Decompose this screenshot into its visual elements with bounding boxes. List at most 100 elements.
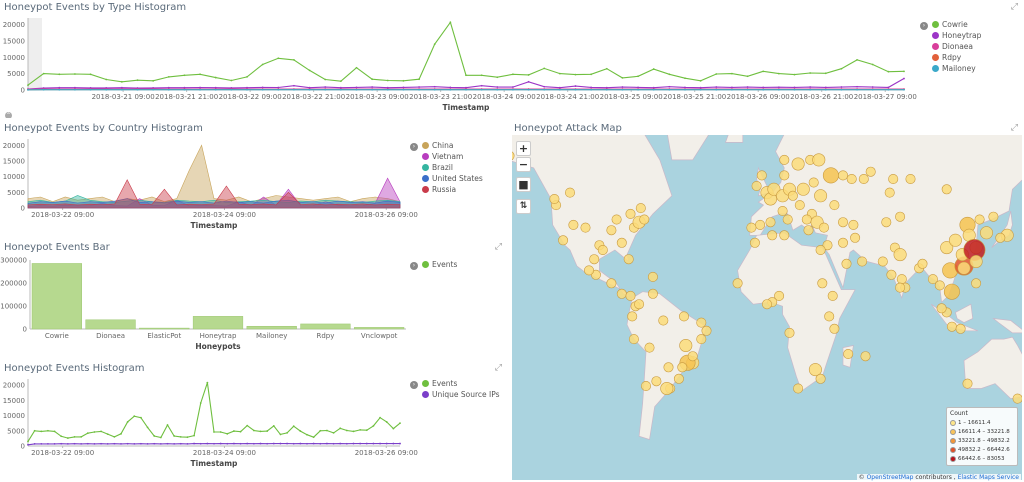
- data-point[interactable]: [392, 427, 395, 430]
- data-point[interactable]: [308, 88, 311, 91]
- data-point[interactable]: [371, 86, 374, 88]
- expand-icon[interactable]: ⤢: [1010, 123, 1018, 133]
- attack-marker[interactable]: [837, 217, 848, 228]
- data-point[interactable]: [590, 73, 593, 76]
- data-point[interactable]: [293, 88, 295, 91]
- data-point[interactable]: [93, 442, 96, 445]
- data-point[interactable]: [312, 436, 315, 439]
- data-point[interactable]: [261, 63, 264, 66]
- data-point[interactable]: [379, 442, 381, 445]
- attack-marker[interactable]: [812, 153, 826, 167]
- data-point[interactable]: [684, 88, 686, 91]
- data-point[interactable]: [399, 422, 401, 425]
- data-point[interactable]: [355, 88, 358, 91]
- data-point[interactable]: [246, 86, 248, 89]
- data-point[interactable]: [558, 86, 561, 89]
- attack-marker[interactable]: [558, 235, 569, 246]
- data-point[interactable]: [543, 85, 546, 88]
- data-point[interactable]: [219, 442, 222, 445]
- attack-marker[interactable]: [732, 278, 743, 289]
- data-point[interactable]: [379, 416, 381, 419]
- attack-marker[interactable]: [625, 290, 636, 301]
- attack-marker[interactable]: [888, 173, 899, 184]
- data-point[interactable]: [840, 67, 843, 70]
- attack-marker[interactable]: [948, 233, 962, 247]
- data-point[interactable]: [27, 84, 29, 86]
- data-point[interactable]: [299, 442, 302, 445]
- data-point[interactable]: [355, 86, 358, 89]
- data-point[interactable]: [233, 430, 235, 432]
- data-point[interactable]: [286, 442, 288, 445]
- data-point[interactable]: [246, 88, 248, 91]
- bar-dionaea[interactable]: [85, 319, 136, 330]
- data-point[interactable]: [261, 88, 264, 91]
- data-point[interactable]: [105, 88, 108, 91]
- data-point[interactable]: [359, 442, 362, 445]
- data-point[interactable]: [339, 86, 342, 89]
- data-point[interactable]: [213, 442, 215, 445]
- attack-marker[interactable]: [858, 173, 869, 184]
- attack-marker[interactable]: [824, 311, 835, 322]
- data-point[interactable]: [136, 79, 139, 82]
- attack-marker[interactable]: [756, 170, 767, 181]
- data-point[interactable]: [80, 435, 83, 438]
- attack-marker[interactable]: [580, 222, 591, 233]
- data-point[interactable]: [871, 86, 874, 88]
- data-point[interactable]: [527, 80, 530, 83]
- data-point[interactable]: [605, 86, 608, 89]
- data-point[interactable]: [292, 425, 295, 428]
- legend-item[interactable]: Events: [422, 378, 500, 389]
- data-point[interactable]: [60, 435, 63, 438]
- data-point[interactable]: [86, 442, 89, 445]
- data-point[interactable]: [206, 442, 209, 445]
- data-point[interactable]: [449, 21, 452, 24]
- data-point[interactable]: [402, 88, 405, 91]
- data-point[interactable]: [58, 73, 61, 76]
- data-point[interactable]: [355, 66, 358, 69]
- attack-marker[interactable]: [679, 311, 690, 322]
- attack-marker[interactable]: [857, 256, 868, 267]
- attack-marker[interactable]: [829, 323, 840, 334]
- data-point[interactable]: [272, 442, 275, 445]
- data-point[interactable]: [120, 442, 122, 445]
- data-point[interactable]: [89, 73, 92, 76]
- attack-marker[interactable]: [936, 303, 947, 314]
- data-point[interactable]: [100, 430, 102, 433]
- data-point[interactable]: [731, 72, 733, 75]
- data-point[interactable]: [74, 73, 76, 75]
- attack-marker[interactable]: [751, 180, 762, 191]
- data-point[interactable]: [590, 88, 593, 91]
- data-point[interactable]: [359, 428, 362, 431]
- data-point[interactable]: [684, 77, 686, 80]
- attack-marker[interactable]: [955, 323, 966, 334]
- attack-marker[interactable]: [679, 339, 693, 353]
- attack-marker[interactable]: [974, 214, 985, 225]
- data-point[interactable]: [214, 86, 217, 89]
- data-point[interactable]: [277, 57, 280, 60]
- data-point[interactable]: [86, 432, 89, 435]
- data-point[interactable]: [292, 442, 295, 445]
- data-point[interactable]: [465, 74, 467, 77]
- data-point[interactable]: [113, 442, 116, 445]
- data-point[interactable]: [386, 88, 389, 91]
- attack-marker[interactable]: [606, 278, 617, 289]
- attack-marker[interactable]: [634, 299, 645, 310]
- legend-item[interactable]: Rdpy: [932, 52, 981, 63]
- attack-marker[interactable]: [564, 187, 575, 198]
- data-point[interactable]: [183, 74, 186, 77]
- data-point[interactable]: [809, 88, 812, 91]
- data-point[interactable]: [89, 88, 92, 91]
- data-point[interactable]: [449, 88, 452, 91]
- data-point[interactable]: [293, 84, 295, 87]
- attack-marker[interactable]: [814, 189, 828, 203]
- data-point[interactable]: [652, 68, 655, 70]
- data-point[interactable]: [574, 85, 577, 87]
- data-point[interactable]: [372, 425, 375, 427]
- legend-item[interactable]: Russia: [422, 184, 483, 195]
- data-point[interactable]: [252, 429, 255, 432]
- data-point[interactable]: [40, 442, 43, 445]
- attack-marker[interactable]: [893, 248, 907, 262]
- attack-marker[interactable]: [865, 166, 876, 177]
- expand-icon[interactable]: ⤢: [1010, 2, 1018, 12]
- data-point[interactable]: [372, 442, 375, 445]
